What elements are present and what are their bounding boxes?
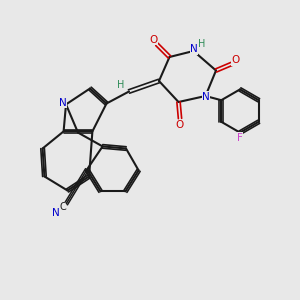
Text: O: O <box>176 120 184 130</box>
Text: O: O <box>231 55 239 65</box>
Text: N: N <box>52 208 59 218</box>
Text: O: O <box>149 35 158 45</box>
Text: H: H <box>117 80 124 91</box>
Text: C: C <box>59 202 66 212</box>
Text: N: N <box>190 44 198 55</box>
Text: F: F <box>237 133 243 143</box>
Text: N: N <box>202 92 210 102</box>
Text: H: H <box>198 39 206 50</box>
Text: N: N <box>59 98 67 108</box>
